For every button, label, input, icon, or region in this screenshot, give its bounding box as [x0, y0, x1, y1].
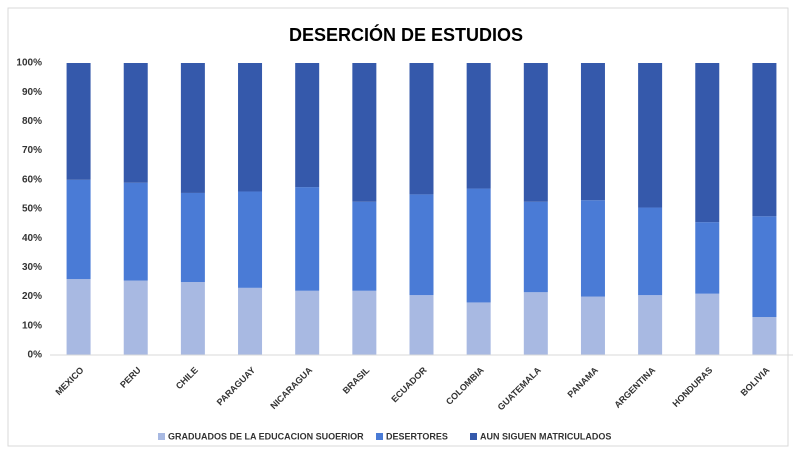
bar-segment — [752, 317, 777, 355]
y-tick-label: 20% — [22, 291, 42, 302]
bar-segment — [409, 295, 434, 355]
bar-segment — [523, 63, 548, 202]
bar-segment — [580, 200, 605, 297]
legend-swatch — [376, 433, 383, 440]
y-tick-label: 90% — [22, 87, 42, 98]
bar-segment — [695, 222, 720, 294]
bar-segment — [638, 63, 663, 208]
bar-segment — [580, 63, 605, 201]
bar-segment — [638, 295, 663, 355]
y-tick-label: 0% — [28, 350, 43, 361]
y-tick-label: 40% — [22, 233, 42, 244]
bar-segment — [238, 63, 263, 192]
bar-segment — [123, 63, 148, 183]
bar-segment — [66, 279, 91, 355]
bar-segment — [180, 282, 205, 355]
bar-segment — [66, 179, 91, 280]
legend-label: GRADUADOS DE LA EDUCACION SUOERIOR — [168, 431, 364, 441]
bar-segment — [466, 188, 491, 303]
bar-segment — [295, 290, 320, 355]
bar-segment — [466, 302, 491, 355]
legend-swatch — [158, 433, 165, 440]
legend-swatch — [470, 433, 477, 440]
y-tick-label: 50% — [22, 204, 42, 215]
y-tick-label: 60% — [22, 174, 42, 185]
bar-segment — [409, 63, 434, 195]
bar-segment — [523, 292, 548, 355]
bar-segment — [752, 216, 777, 318]
chart-title: DESERCIÓN DE ESTUDIOS — [289, 24, 523, 45]
y-tick-label: 10% — [22, 320, 42, 331]
bar-segment — [409, 194, 434, 296]
y-tick-label: 80% — [22, 116, 42, 127]
bar-segment — [238, 191, 263, 288]
bar-segment — [123, 182, 148, 281]
bar-segment — [352, 290, 377, 355]
bar-segment — [180, 192, 205, 282]
bar-segment — [180, 63, 205, 193]
bar-segment — [123, 280, 148, 355]
bar-segment — [352, 63, 377, 202]
legend-label: AUN SIGUEN MATRICULADOS — [480, 431, 611, 441]
y-tick-label: 70% — [22, 145, 42, 156]
bar-segment — [523, 201, 548, 293]
bar-segment — [466, 63, 491, 189]
y-tick-label: 100% — [16, 58, 42, 69]
bar-segment — [238, 287, 263, 355]
bar-segment — [66, 63, 91, 180]
legend-label: DESERTORES — [386, 431, 448, 441]
bar-segment — [695, 293, 720, 355]
bar-segment — [295, 187, 320, 291]
bar-segment — [352, 201, 377, 291]
y-tick-label: 30% — [22, 262, 42, 273]
bar-segment — [580, 296, 605, 355]
bar-segment — [638, 207, 663, 296]
bar-segment — [295, 63, 320, 188]
bar-segment — [695, 63, 720, 223]
bar-segment — [752, 63, 777, 217]
